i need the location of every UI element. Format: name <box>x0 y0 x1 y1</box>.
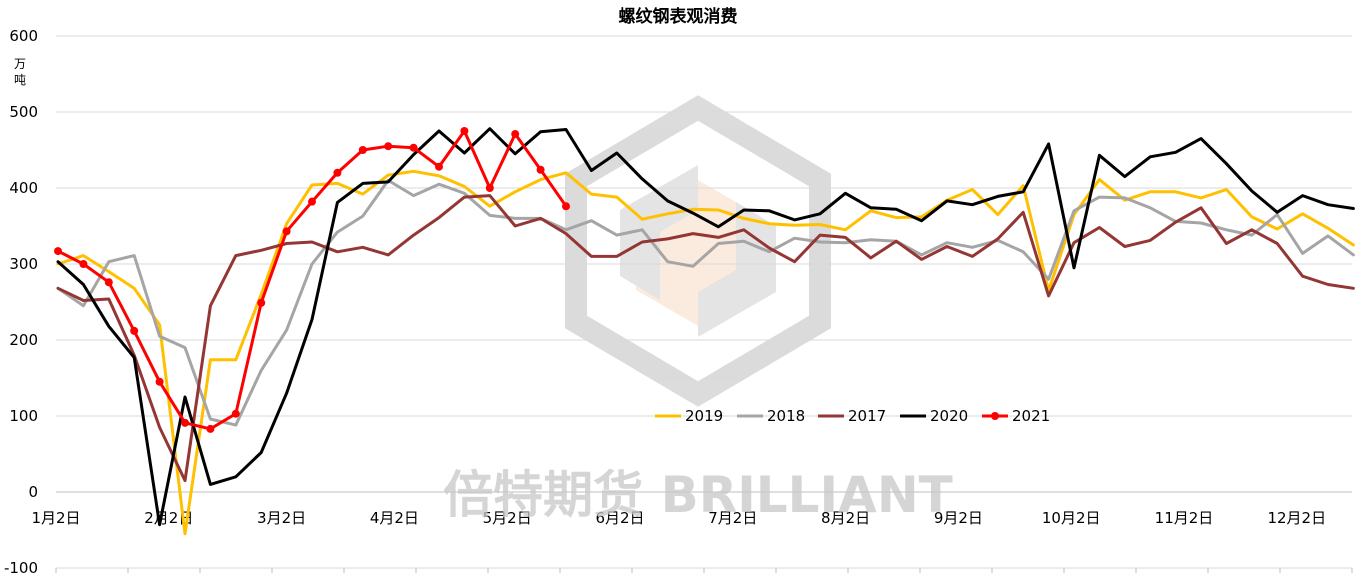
legend-label: 2017 <box>848 407 886 425</box>
series-point-2021 <box>206 424 215 433</box>
x-tick-label: 5月2日 <box>483 509 532 527</box>
watermark-text: 倍特期货 BRILLIANT <box>443 466 953 524</box>
series-point-2021 <box>181 418 189 427</box>
y-tick-label: 100 <box>9 407 38 425</box>
y-tick-label: 400 <box>9 179 38 197</box>
x-tick-label: 12月2日 <box>1267 509 1326 527</box>
series-point-2021 <box>155 377 164 386</box>
series-point-2021 <box>460 127 469 135</box>
series-line-2017 <box>56 194 1355 483</box>
series-line-2019 <box>56 169 1355 536</box>
legend-item-2019: 2019 <box>655 407 723 425</box>
y-tick-label: 0 <box>28 483 38 501</box>
y-axis-unit-label: 万吨 <box>14 57 26 87</box>
x-tick-label: 10月2日 <box>1042 509 1101 527</box>
y-tick-label: 600 <box>9 27 38 45</box>
series-point-2021 <box>333 168 342 177</box>
y-tick-label: 200 <box>9 331 38 349</box>
y-unit-char: 吨 <box>14 73 26 87</box>
legend: 2019 2018 2017 2020 2021 <box>655 407 1050 425</box>
legend-label: 2018 <box>767 407 805 425</box>
y-tick-label: 300 <box>9 255 38 273</box>
series-point-2021 <box>562 202 570 211</box>
series-point-2021 <box>485 184 494 192</box>
series-point-2021 <box>79 260 88 268</box>
series-line-2020 <box>56 127 1355 527</box>
x-axis: 1月2日 2月2日 3月2日 4月2日 5月2日 6月2日 7月2日 8月2日 9月2日 10月2… <box>31 491 1353 573</box>
series-point-2021 <box>511 130 520 139</box>
series-layer <box>54 127 1355 536</box>
series-point-2021 <box>130 326 139 335</box>
series-line-2018 <box>56 178 1355 427</box>
series-point-2021 <box>308 197 316 206</box>
series-point-2021 <box>257 298 266 307</box>
legend-label: 2019 <box>685 407 723 425</box>
series-point-2021 <box>384 142 393 151</box>
legend-marker <box>991 412 999 420</box>
x-tick-label: 1月2日 <box>31 509 80 527</box>
series-point-2021 <box>409 143 418 152</box>
series-point-2021 <box>231 409 240 418</box>
series-point-2021 <box>282 227 291 236</box>
x-tick-label: 11月2日 <box>1155 509 1214 527</box>
x-tick-label: 8月2日 <box>821 509 870 527</box>
legend-label: 2020 <box>930 407 968 425</box>
series-point-2021 <box>536 165 545 174</box>
legend-item-2018: 2018 <box>737 407 805 425</box>
legend-label: 2021 <box>1012 407 1050 425</box>
x-tick-label: 4月2日 <box>370 509 419 527</box>
chart-title: 螺纹钢表观消费 <box>619 6 738 27</box>
y-tick-label: -100 <box>4 559 38 577</box>
series-point-2021 <box>104 278 113 287</box>
y-tick-label: 500 <box>9 103 38 121</box>
series-point-2021 <box>435 162 443 171</box>
legend-item-2021: 2021 <box>982 407 1050 425</box>
legend-item-2020: 2020 <box>900 407 968 425</box>
series-point-2021 <box>358 146 367 154</box>
y-axis: -100 0 100 200 300 400 500 600 <box>4 27 38 577</box>
x-tick-label: 3月2日 <box>257 509 306 527</box>
x-tick-label: 7月2日 <box>708 509 757 527</box>
x-tick-label: 6月2日 <box>595 509 644 527</box>
series-point-2021 <box>54 247 62 256</box>
y-unit-char: 万 <box>14 57 26 71</box>
x-tick-label: 9月2日 <box>934 509 983 527</box>
legend-item-2017: 2017 <box>818 407 886 425</box>
